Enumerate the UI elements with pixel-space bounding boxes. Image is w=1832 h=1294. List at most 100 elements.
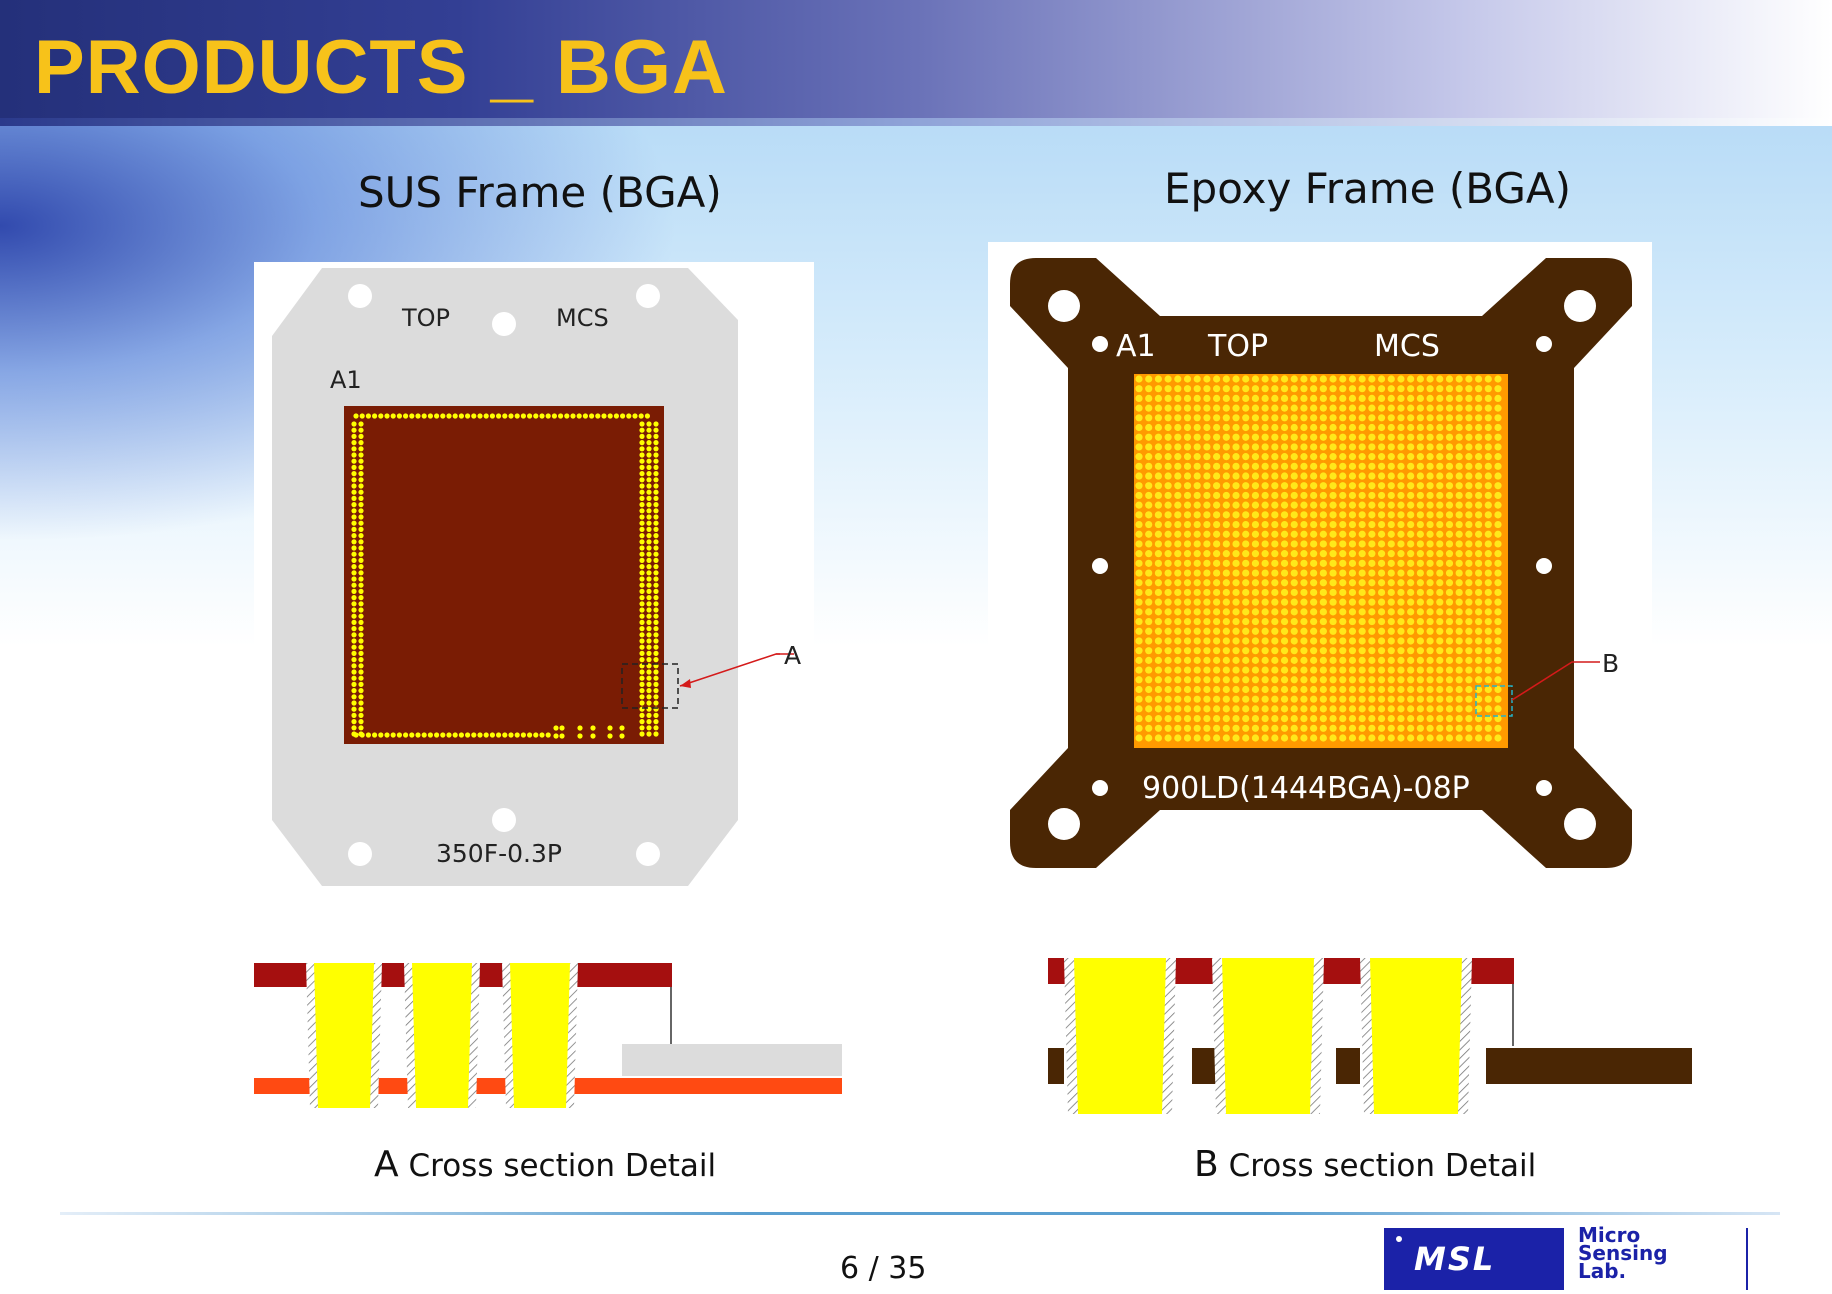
epoxy-ball — [1242, 501, 1250, 509]
epoxy-ball — [1310, 656, 1318, 664]
sus-pin-right — [653, 508, 659, 514]
sus-pin-left — [351, 644, 357, 650]
epoxy-ball — [1397, 540, 1405, 548]
epoxy-ball — [1368, 482, 1376, 490]
epoxy-ball — [1445, 656, 1454, 664]
epoxy-ball — [1455, 714, 1463, 723]
sus-pin-right — [646, 526, 652, 532]
epoxy-ball — [1329, 588, 1337, 597]
epoxy-ball — [1465, 482, 1473, 490]
epoxy-ball — [1193, 617, 1201, 626]
epoxy-ball — [1465, 375, 1473, 383]
epoxy-ball — [1222, 404, 1230, 412]
epoxy-ball — [1271, 472, 1279, 480]
epoxy-ball — [1348, 404, 1357, 412]
epoxy-ball — [1407, 627, 1415, 635]
epoxy-ball — [1358, 453, 1366, 461]
epoxy-ball — [1494, 666, 1502, 674]
epoxy-ball — [1407, 423, 1415, 432]
epoxy-ball — [1455, 676, 1463, 684]
epoxy-ball — [1213, 588, 1221, 597]
sus-pin-left — [358, 607, 364, 613]
epoxy-ball — [1310, 647, 1318, 655]
epoxy-ball — [1145, 579, 1153, 587]
epoxy-ball — [1329, 559, 1337, 567]
epoxy-ball — [1377, 385, 1386, 393]
epoxy-ball — [1164, 734, 1172, 742]
epoxy-ball — [1436, 588, 1444, 597]
epoxy-ball — [1455, 375, 1463, 383]
epoxy-ball — [1290, 423, 1298, 432]
epoxy-ball — [1174, 482, 1182, 490]
epoxy-ball — [1377, 705, 1386, 713]
epoxy-ball — [1145, 705, 1153, 713]
sus-pin-top — [409, 413, 415, 419]
sus-pin-top — [427, 413, 433, 419]
sus-pin-right — [639, 619, 645, 625]
sus-pin-right — [639, 607, 645, 613]
sus-pin-right — [639, 613, 645, 619]
epoxy-ball — [1280, 423, 1289, 432]
epoxy-ball — [1135, 550, 1143, 558]
epoxy-ball — [1387, 520, 1395, 529]
sus-pin-bottom — [415, 732, 421, 738]
epoxy-ball — [1387, 608, 1395, 616]
epoxy-ball — [1407, 637, 1415, 645]
epoxy-ball — [1203, 394, 1211, 403]
sus-pin-right — [653, 582, 659, 588]
epoxy-ball — [1174, 433, 1182, 441]
sus-pin-left — [351, 495, 357, 501]
epoxy-ball — [1213, 627, 1221, 635]
sus-pin-right — [639, 551, 645, 557]
epoxy-ball — [1310, 443, 1318, 451]
sus-pin-right — [646, 557, 652, 563]
sus-pin-right — [653, 427, 659, 433]
sus-pin-top — [626, 413, 632, 419]
epoxy-ball — [1164, 394, 1172, 403]
epoxy-ball — [1426, 676, 1434, 684]
epoxy-ball — [1377, 617, 1386, 626]
epoxy-ball — [1465, 472, 1473, 480]
epoxy-ball — [1193, 511, 1201, 519]
epoxy-ball — [1280, 608, 1289, 616]
epoxy-ball — [1319, 559, 1327, 567]
sus-pin-right — [639, 595, 645, 601]
epoxy-ball — [1193, 714, 1201, 723]
epoxy-ball — [1329, 579, 1337, 587]
epoxy-ball — [1407, 472, 1415, 480]
epoxy-ball — [1339, 375, 1347, 383]
epoxy-ball — [1319, 385, 1327, 393]
sus-pin-right — [646, 533, 652, 539]
epoxy-ball — [1368, 627, 1376, 635]
epoxy-ball — [1494, 385, 1502, 393]
epoxy-ball — [1397, 627, 1405, 635]
epoxy-ball — [1135, 491, 1143, 500]
epoxy-ball — [1445, 666, 1454, 674]
epoxy-ball — [1174, 714, 1182, 723]
epoxy-ball — [1484, 608, 1492, 616]
sus-pin-bottom — [483, 732, 489, 738]
sus-pin-left — [351, 514, 357, 520]
epoxy-ball — [1494, 404, 1502, 412]
sus-pin-top — [458, 413, 464, 419]
sus-pin-right — [639, 489, 645, 495]
epoxy-ball — [1310, 734, 1318, 742]
sus-pin-right — [639, 533, 645, 539]
sus-pin-left — [358, 471, 364, 477]
epoxy-ball — [1271, 579, 1279, 587]
epoxy-ball — [1203, 453, 1211, 461]
epoxy-ball — [1174, 423, 1182, 432]
epoxy-ball — [1154, 569, 1163, 577]
epoxy-ball — [1368, 647, 1376, 655]
epoxy-ball — [1203, 540, 1211, 548]
epoxy-ball — [1426, 550, 1434, 558]
sus-pin-top — [551, 413, 557, 419]
sus-pin-left — [351, 557, 357, 563]
epoxy-ball — [1174, 501, 1182, 509]
epoxy-ball — [1174, 559, 1182, 567]
epoxy-ball — [1261, 656, 1269, 664]
epoxy-ball — [1455, 656, 1463, 664]
epoxy-ball — [1377, 414, 1386, 422]
epoxy-ball — [1242, 385, 1250, 393]
epoxy-ball — [1222, 695, 1230, 703]
